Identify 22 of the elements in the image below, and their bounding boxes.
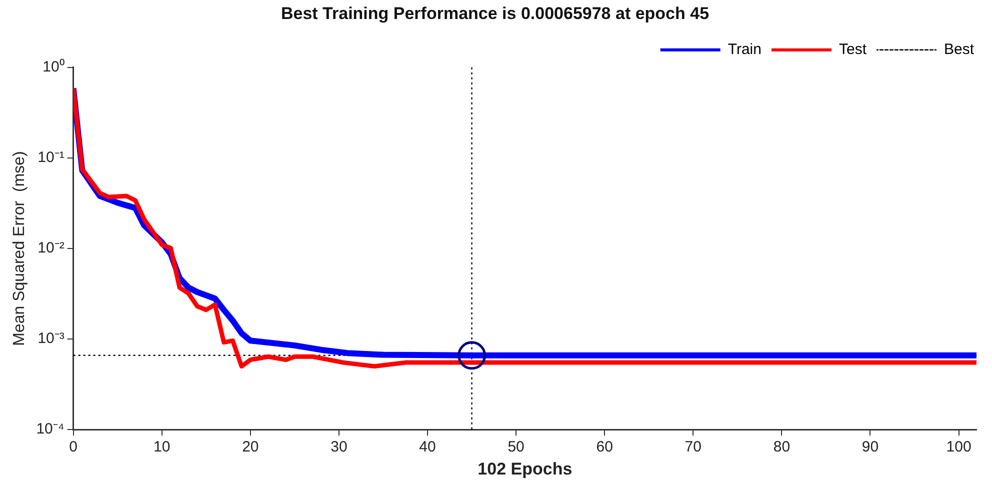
x-tick-label: 100 — [946, 438, 972, 456]
chart-title: Best Training Performance is 0.00065978 at epoch 45 — [280, 4, 710, 23]
x-tick-label: 60 — [596, 438, 613, 456]
x-tick-label: 70 — [684, 438, 702, 456]
x-tick-label: 90 — [862, 438, 879, 456]
x-axis-title: 102 Epochs — [478, 459, 572, 478]
x-tick-label: 50 — [508, 438, 524, 456]
legend-label: Test — [838, 41, 868, 58]
y-tick-label: 10⁻⁴ — [36, 420, 64, 438]
x-tick-label: 10 — [154, 438, 170, 456]
legend-label: Best — [944, 41, 975, 58]
y-tick-label: 10⁰ — [42, 58, 64, 76]
x-tick-label: 30 — [330, 438, 348, 456]
legend-label: Train — [728, 41, 762, 58]
x-tick-label: 40 — [419, 438, 436, 456]
y-tick-label: 10⁻² — [38, 240, 64, 257]
y-tick-label: 10⁻¹ — [38, 149, 64, 166]
x-tick-label: 20 — [242, 438, 259, 456]
y-tick-label: 10⁻³ — [38, 330, 64, 348]
y-axis-title: Mean Squared Error (mse) — [11, 151, 28, 346]
x-tick-label: 0 — [69, 438, 78, 456]
x-tick-label: 80 — [773, 438, 790, 456]
